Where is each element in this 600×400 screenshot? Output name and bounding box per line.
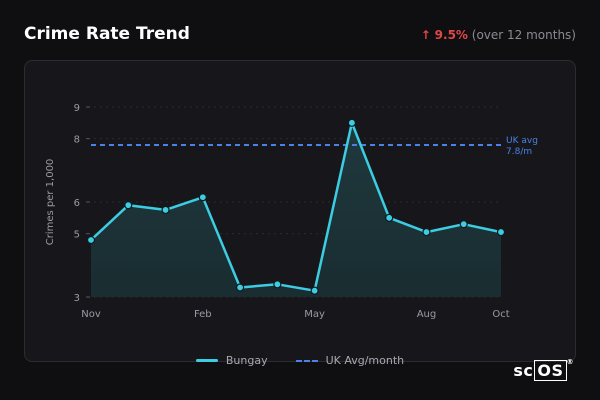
legend-item-bungay[interactable]: Bungay (195, 354, 268, 367)
chart-title: Crime Rate Trend (24, 24, 190, 44)
data-point[interactable] (385, 213, 394, 222)
uk-avg-annotation-value: 7.8/m (506, 147, 532, 157)
data-point[interactable] (235, 283, 245, 292)
logo-boxed-text: OS (534, 360, 567, 381)
legend-item-uk-avg[interactable]: UK Avg/month (295, 354, 405, 367)
data-point[interactable] (422, 227, 431, 237)
registered-mark: ® (566, 357, 574, 366)
scos-logo: sc OS ® (513, 357, 574, 381)
logo-text: sc (513, 361, 534, 380)
legend-label-bungay: Bungay (225, 354, 268, 367)
data-point[interactable] (347, 118, 357, 127)
y-tick-label: 5 (74, 230, 80, 241)
data-point[interactable] (496, 227, 506, 237)
y-axis-label: Crimes per 1,000 (45, 159, 56, 246)
change-percentage: 9.5% (434, 28, 468, 42)
bungay-series-line (90, 121, 502, 292)
x-tick-label: Feb (194, 309, 212, 320)
y-tick-label: 3 (74, 293, 80, 304)
data-point[interactable] (198, 193, 207, 202)
legend-label-uk-avg: UK Avg/month (325, 354, 405, 367)
y-tick-label: 9 (74, 103, 80, 114)
data-point[interactable] (86, 235, 96, 245)
x-tick-label: Oct (492, 309, 509, 320)
data-point[interactable] (459, 220, 468, 229)
data-point[interactable] (310, 286, 319, 295)
change-indicator: ↑ 9.5% (over 12 months) (421, 28, 576, 42)
bungay-area-fill (91, 122, 501, 297)
x-tick-label: May (304, 309, 325, 320)
x-tick-label: Nov (81, 309, 101, 320)
legend-swatch-dashed (295, 359, 318, 362)
change-period: (over 12 months) (471, 28, 576, 42)
y-tick-label: 8 (74, 135, 80, 146)
uk-avg-annotation: UK avg (506, 136, 538, 146)
x-tick-label: Aug (417, 309, 437, 320)
trend-up-icon: ↑ (420, 28, 431, 42)
data-point[interactable] (273, 280, 282, 289)
data-point[interactable] (161, 205, 170, 215)
chart-legend: Bungay UK Avg/month (0, 354, 600, 367)
data-point[interactable] (124, 201, 133, 210)
chart-card (24, 60, 576, 362)
y-tick-label: 6 (74, 198, 80, 209)
legend-swatch-solid (195, 359, 218, 362)
